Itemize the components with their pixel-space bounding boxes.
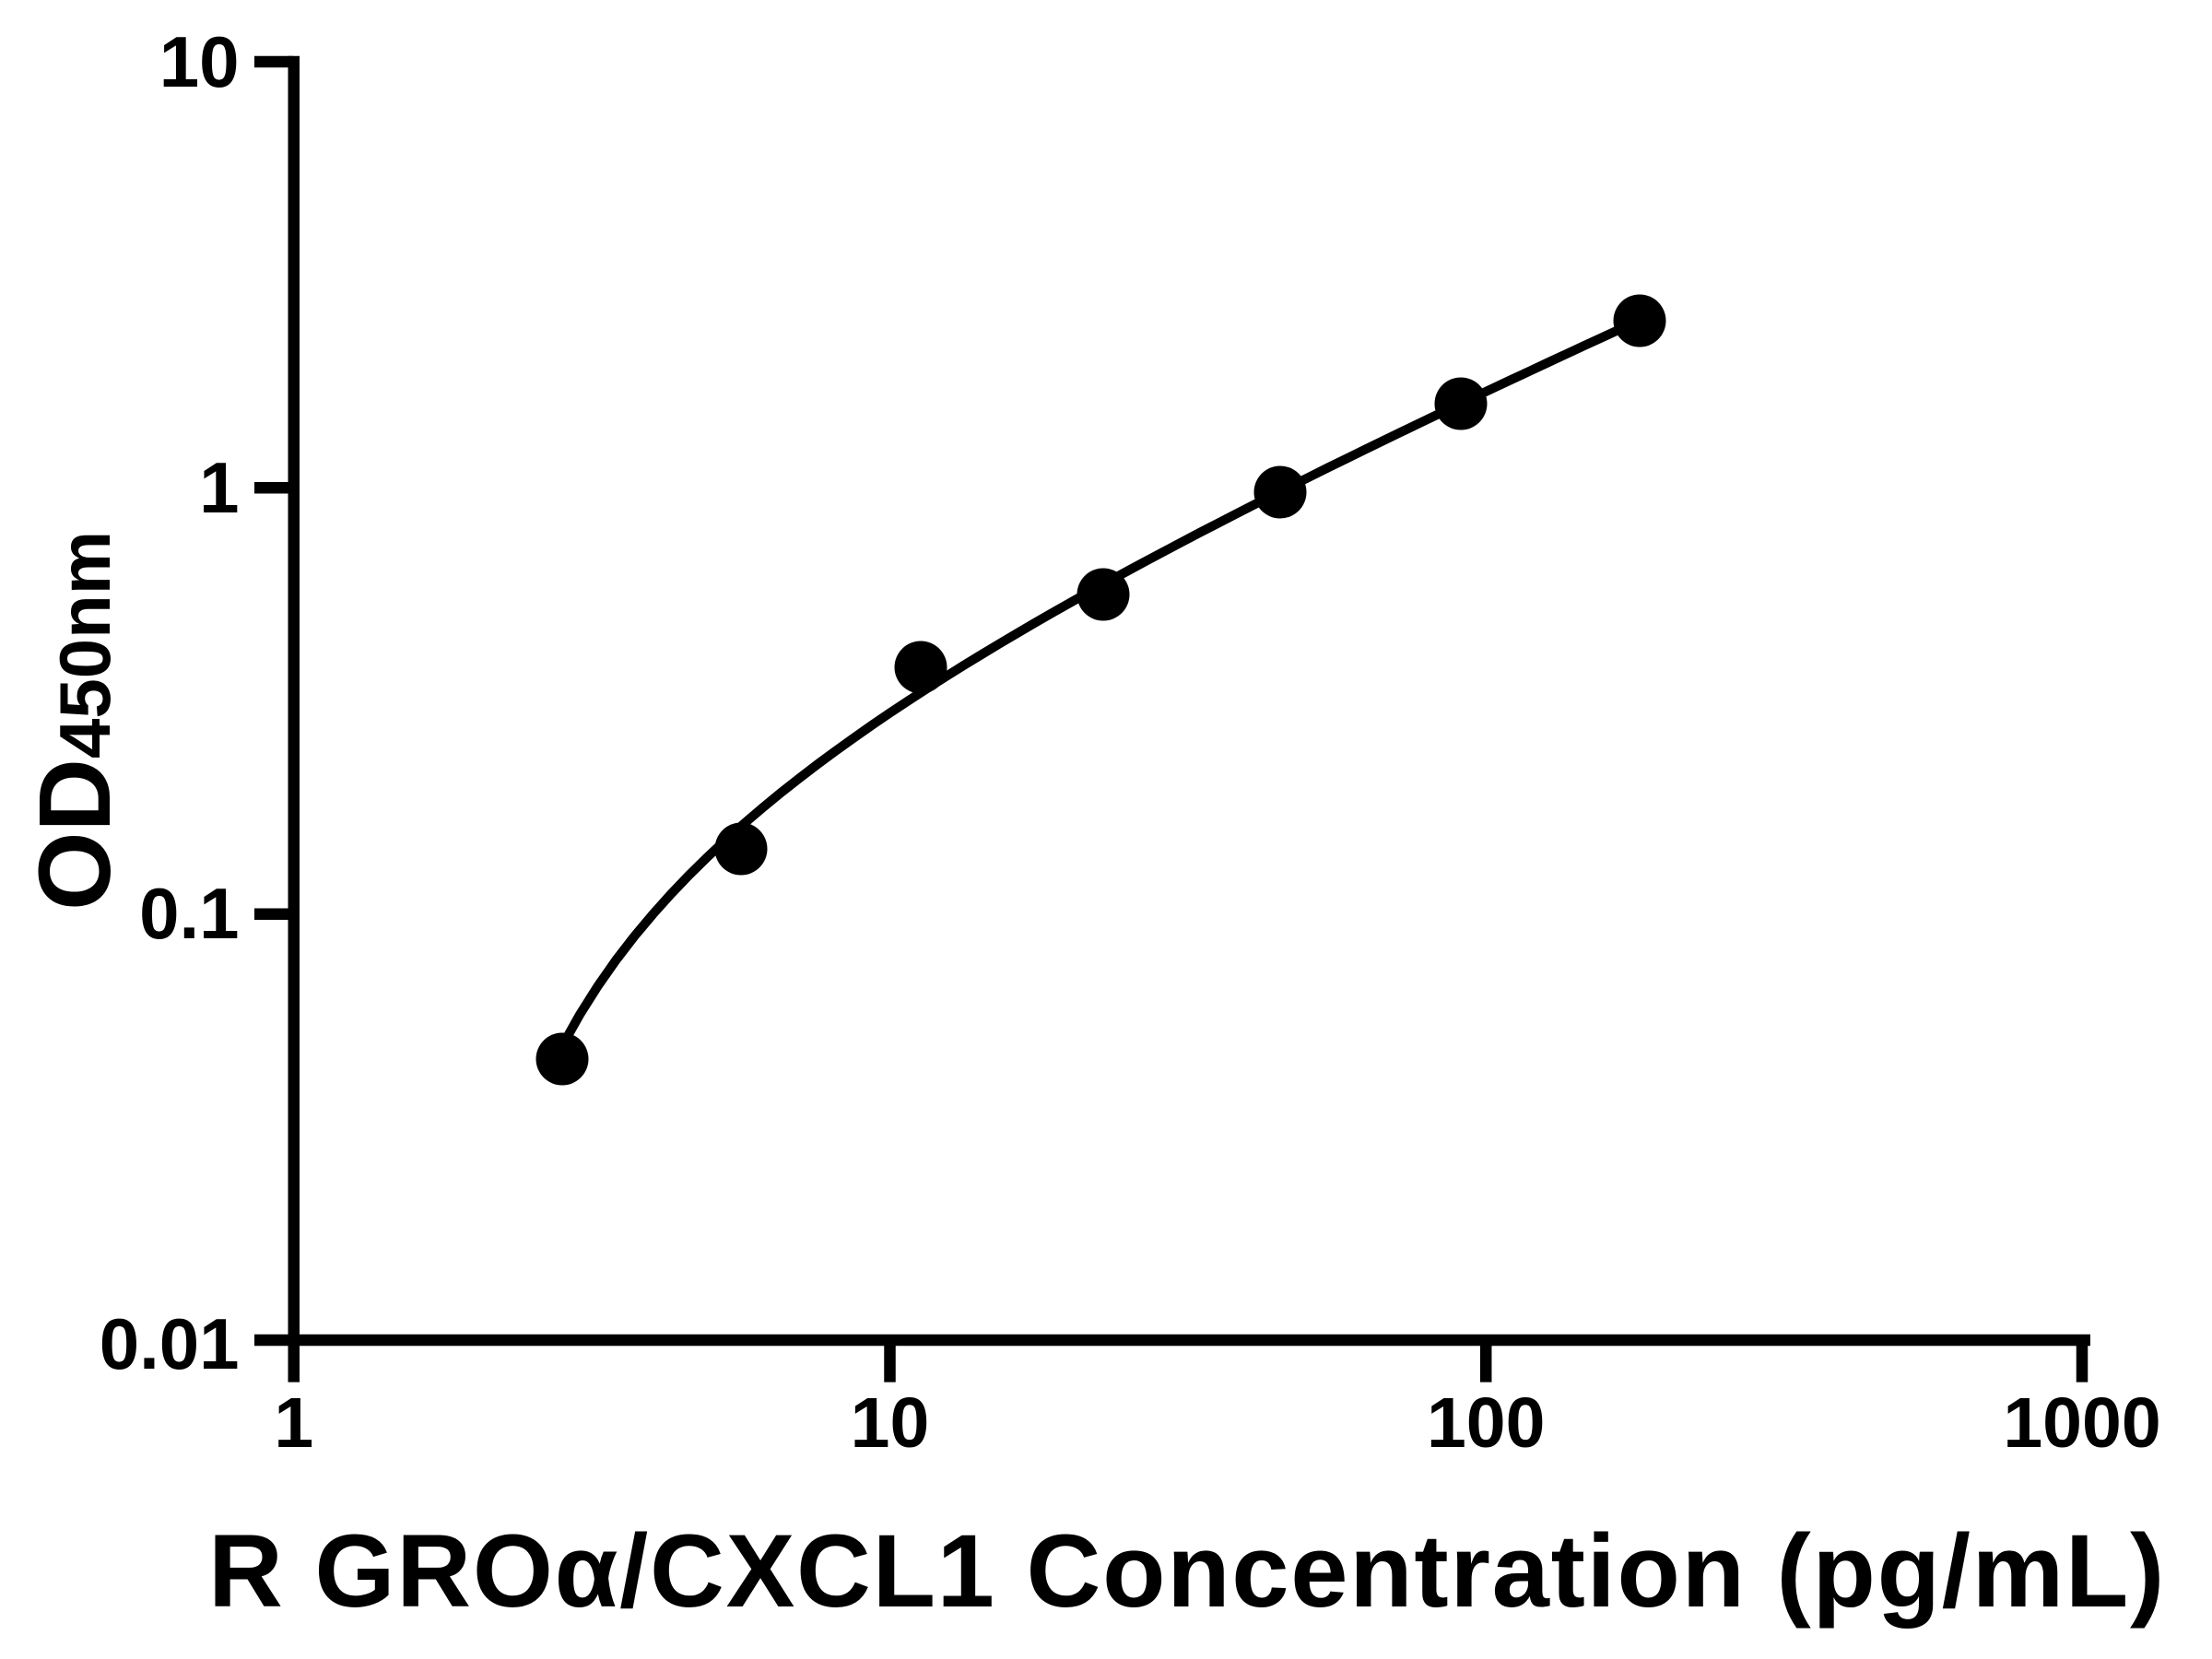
svg-text:OD450nm: OD450nm <box>18 531 132 911</box>
svg-text:1: 1 <box>274 1383 313 1463</box>
svg-text:0.1: 0.1 <box>139 873 239 954</box>
svg-text:1000: 1000 <box>2003 1383 2160 1463</box>
svg-text:100: 100 <box>1427 1383 1545 1463</box>
svg-text:R GROα/CXCL1 Concentration (pg: R GROα/CXCL1 Concentration (pg/mL) <box>208 1513 2166 1629</box>
svg-text:1: 1 <box>199 447 239 528</box>
svg-text:10: 10 <box>851 1383 930 1463</box>
svg-text:0.01: 0.01 <box>100 1303 240 1384</box>
svg-text:10: 10 <box>159 21 240 102</box>
